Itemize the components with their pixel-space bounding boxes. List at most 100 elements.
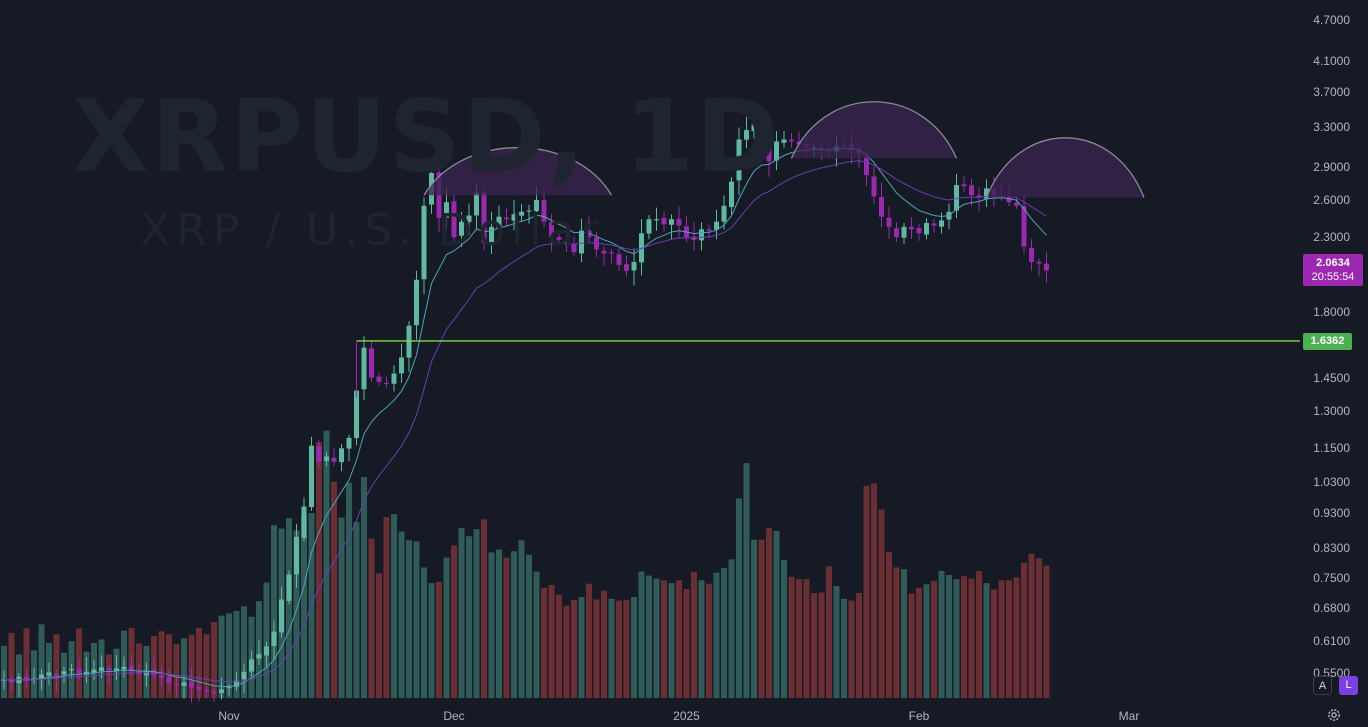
candle-body [774,141,779,161]
volume-bar [638,571,645,698]
volume-bar [1021,562,1027,698]
price-tick-label: 2.3000 [1313,230,1350,245]
settings-gear-icon[interactable] [1326,707,1342,723]
support-level-badge: 1.6362 [1303,332,1352,350]
volume-bar [811,593,817,698]
price-tick-label: 3.7000 [1313,85,1350,100]
candle-body [699,229,704,241]
volume-bar [593,599,600,698]
candle-body [654,219,659,221]
volume-bar [548,584,555,698]
candle-body [241,671,247,680]
candle-body [901,226,907,238]
candle-body [459,221,464,236]
volume-bar [406,540,412,698]
candle-body [909,226,914,230]
volume-bar [526,554,532,698]
candle-body [496,216,502,228]
candle-body [106,667,112,671]
candle-body [39,674,44,679]
last-price-value: 2.0634 [1316,257,1350,270]
volume-bar [391,514,397,698]
volume-bar [293,530,300,698]
candle-body [219,689,224,693]
candle-body [391,373,397,384]
candle-body [256,654,262,659]
volume-bar [443,557,450,698]
price-tick-label: 1.8000 [1313,304,1350,319]
candle-body [586,230,592,238]
volume-bars [1,430,1050,698]
volume-bar [428,583,435,698]
candle-body [579,230,584,254]
candle-body [984,188,989,199]
volume-bar [586,583,592,698]
time-tick-label: Nov [218,709,240,723]
price-tick-label: 0.8300 [1313,540,1350,555]
candle-body [781,139,787,143]
volume-bar [646,575,652,698]
candle-body [571,243,577,253]
candle-body [556,236,562,240]
candle-body [376,376,382,382]
volume-bar [1028,553,1035,698]
candle-body [916,228,922,234]
price-tick-label: 1.1500 [1313,441,1350,456]
candle-body [729,181,734,208]
candle-body [46,672,52,676]
candle-body [9,680,14,684]
log-scale-button[interactable]: L [1339,676,1358,695]
candle-body [669,219,674,225]
volume-bar [271,525,277,698]
candle-body [489,226,494,243]
candle-body [226,687,232,689]
candle-body [76,668,82,674]
candle-body [511,214,517,221]
volume-bar [368,538,375,698]
volume-bar [203,634,210,698]
volume-bar [233,611,240,698]
volume-bar [631,597,637,698]
candle-body [1044,263,1049,271]
candle-body [399,357,404,374]
candle-body [924,222,929,235]
volume-bar [908,593,915,698]
volume-bar [728,559,735,698]
volume-bar [173,644,180,698]
volume-bar [211,622,217,698]
volume-bar [773,530,780,698]
candle-body [564,239,569,244]
candle-body [166,676,172,684]
volume-bar [841,598,847,698]
ema-lines [3,147,1047,688]
time-tick-label: Dec [443,709,465,723]
auto-scale-button[interactable]: A [1313,676,1332,695]
volume-bar [871,483,877,698]
volume-bar [608,598,615,698]
candle-body [301,506,307,538]
volume-bar [623,599,630,698]
volume-bar [376,573,382,698]
volume-bar [923,584,930,698]
candle-body [1014,202,1019,206]
price-tick-label: 0.6100 [1313,634,1350,649]
candle-body [264,646,269,656]
volume-bar [511,551,517,698]
volume-bar [181,638,187,698]
candle-body [181,682,187,686]
volume-bar [691,572,697,698]
candle-body [751,124,757,132]
volume-bar [713,572,720,698]
volume-bar [953,579,960,698]
candle-body [871,176,877,197]
time-tick-label: Mar [1118,709,1140,723]
candle-body [631,262,637,271]
candle-body [466,215,472,223]
volume-bar [1036,558,1042,698]
volume-bar [878,509,885,698]
volume-bar [323,430,330,698]
volume-bar [886,551,892,698]
volume-bar [826,566,832,698]
volume-bar [481,519,487,698]
